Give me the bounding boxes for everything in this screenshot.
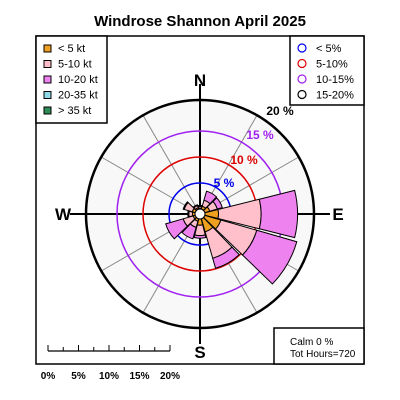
speed-legend-label-3: 20-35 kt [58, 90, 98, 102]
ring-legend-marker-0 [297, 43, 307, 53]
ring-legend-label-3: 15-20% [316, 90, 354, 102]
speed-legend-label-0: < 5 kt [58, 43, 85, 55]
compass-south-label: S [194, 343, 205, 362]
ring-legend-marker-2 [297, 74, 307, 84]
compass-west-label: W [55, 205, 72, 224]
speed-legend-label-2: 10-20 kt [58, 74, 98, 86]
rose-center [194, 208, 206, 220]
ring-legend-box [289, 35, 365, 106]
compass-north-label: N [194, 71, 206, 90]
ring-legend-label-1: 5-10% [316, 59, 348, 71]
sector-120-speed-2 [241, 229, 298, 285]
compass-east-label: E [332, 205, 343, 224]
ring-legend-marker-1 [297, 58, 307, 69]
rose-outer-circle [84, 98, 316, 330]
calm-hours-box [273, 327, 365, 365]
speed-legend: < 5 kt 5-10 kt 10-20 kt 20-35 kt > 35 kt [43, 43, 98, 117]
speed-legend-swatch-4 [43, 106, 52, 115]
sector-270-speed-2 [187, 210, 190, 218]
speed-legend-swatch-2 [43, 75, 52, 84]
scale-bar-label-4: 20% [160, 371, 180, 382]
sector-30-speed-2 [203, 190, 218, 205]
hours-text: Tot Hours=720 [290, 349, 356, 360]
ring-label-5: 5 % [214, 176, 235, 190]
sector-0-speed-2 [197, 204, 203, 208]
sector-330-speed-2 [192, 204, 199, 209]
scale-bar: 0% 5% 10% 15% 20% [41, 345, 180, 382]
scale-bar-label-3: 15% [129, 371, 149, 382]
wind-sectors [165, 189, 299, 285]
speed-legend-swatch-0 [43, 44, 52, 53]
ring-label-15: 15 % [246, 128, 274, 142]
ring-legend: < 5% 5-10% 10-15% 15-20% [297, 43, 354, 102]
ring-legend-marker-3 [297, 89, 307, 100]
calm-text: Calm 0 % [290, 337, 333, 348]
sector-90-speed-2 [258, 189, 299, 239]
speed-legend-label-1: 5-10 kt [58, 59, 92, 71]
chart-title: Windrose Shannon April 2025 [94, 13, 306, 30]
sector-300-speed-2 [182, 201, 189, 211]
ring-labels: 5 % 10 % 15 % 20 % [214, 104, 294, 190]
speed-legend-swatch-1 [43, 60, 52, 68]
ring-legend-label-2: 10-15% [316, 74, 354, 86]
ring-label-20: 20 % [266, 104, 294, 118]
speed-legend-swatch-3 [43, 91, 52, 99]
scale-bar-label-1: 5% [71, 371, 86, 382]
sector-240-speed-2 [165, 218, 189, 240]
sector-180-speed-2 [193, 234, 207, 239]
scale-bar-label-0: 0% [41, 371, 56, 382]
ring-legend-label-0: < 5% [316, 43, 342, 55]
scale-bar-label-2: 10% [99, 371, 119, 382]
sector-210-speed-2 [181, 223, 197, 240]
speed-legend-label-4: > 35 kt [58, 105, 91, 117]
plot-frame [35, 35, 365, 365]
ring-label-10: 10 % [230, 153, 258, 167]
sector-60-speed-2 [212, 197, 223, 210]
sector-150-speed-2 [212, 246, 240, 269]
